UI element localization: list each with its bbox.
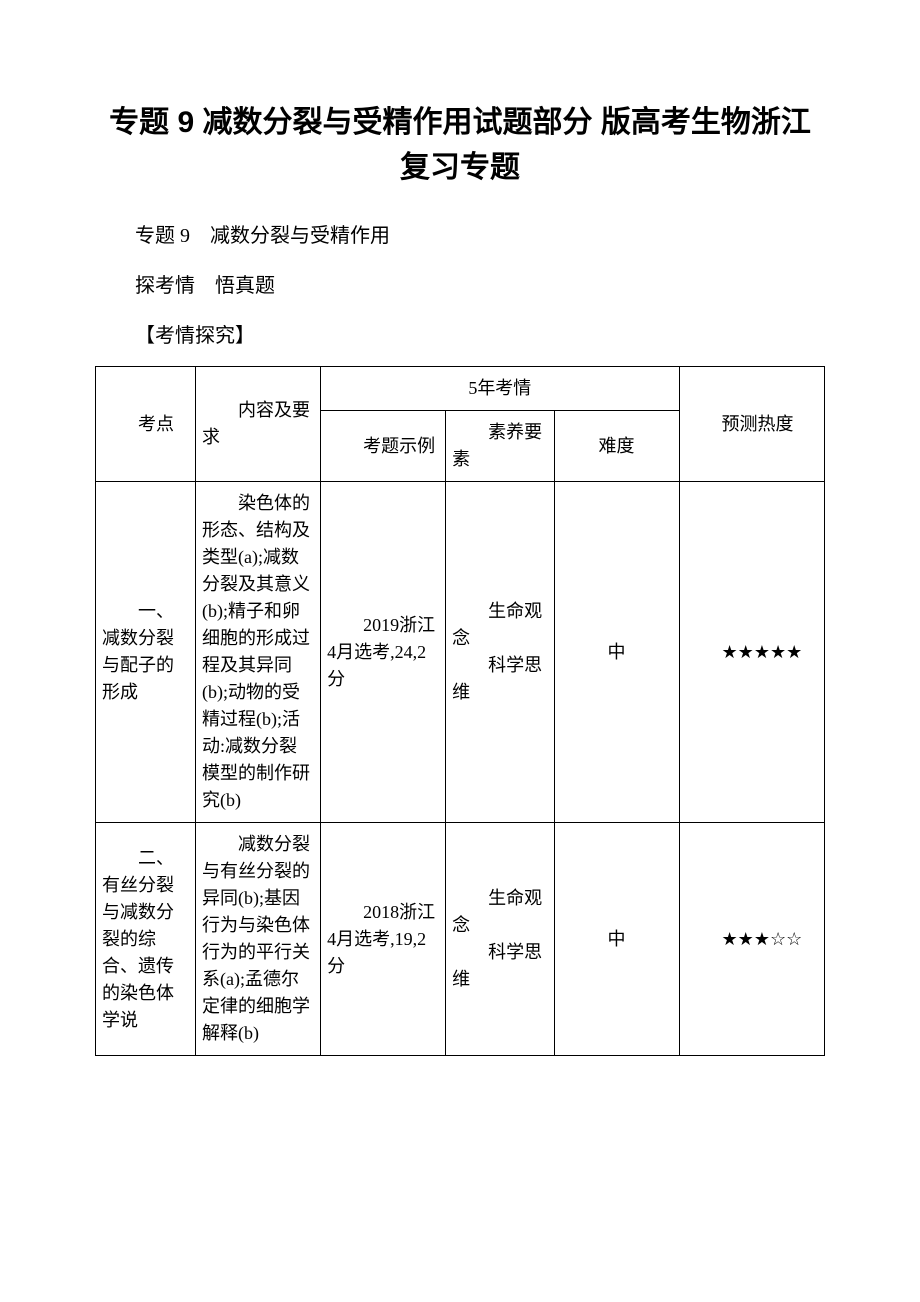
row-heat: ★★★★★ [679, 482, 824, 823]
header-example: 考题示例 [321, 411, 446, 482]
row-topic: 二、有丝分裂与减数分裂的综合、遗传的染色体学说 [96, 823, 196, 1056]
header-topic: 考点 [96, 367, 196, 482]
row-competency: 生命观念 科学思维 [446, 482, 554, 823]
page-title: 专题 9 减数分裂与受精作用试题部分 版高考生物浙江复习专题 [95, 100, 825, 190]
subtitle: 专题 9 减数分裂与受精作用 [95, 220, 825, 252]
competency-line1: 生命观念 [452, 598, 547, 652]
row-content: 染色体的形态、结构及类型(a);减数分裂及其意义(b);精子和卵细胞的形成过程及… [196, 482, 321, 823]
header-content: 内容及要求 [196, 367, 321, 482]
section-heading: 探考情 悟真题 [95, 270, 825, 302]
table-row: 一、减数分裂与配子的形成 染色体的形态、结构及类型(a);减数分裂及其意义(b)… [96, 482, 825, 823]
row-difficulty: 中 [554, 482, 679, 823]
competency-line2: 科学思维 [452, 652, 547, 706]
row-competency: 生命观念 科学思维 [446, 823, 554, 1056]
row-example: 2018浙江4月选考,19,2分 [321, 823, 446, 1056]
row-difficulty: 中 [554, 823, 679, 1056]
header-difficulty: 难度 [554, 411, 679, 482]
bracket-heading: 【考情探究】 [95, 320, 825, 352]
table-row: 二、有丝分裂与减数分裂的综合、遗传的染色体学说 减数分裂与有丝分裂的异同(b);… [96, 823, 825, 1056]
row-example: 2019浙江4月选考,24,2分 [321, 482, 446, 823]
row-topic: 一、减数分裂与配子的形成 [96, 482, 196, 823]
row-heat: ★★★☆☆ [679, 823, 824, 1056]
table-header-row-1: 考点 内容及要求 5年考情 预测热度 [96, 367, 825, 411]
header-heat: 预测热度 [679, 367, 824, 482]
competency-line2: 科学思维 [452, 939, 547, 993]
header-competency: 素养要素 [446, 411, 554, 482]
row-content: 减数分裂与有丝分裂的异同(b);基因行为与染色体行为的平行关系(a);孟德尔定律… [196, 823, 321, 1056]
exam-info-table: 考点 内容及要求 5年考情 预测热度 考题示例 素养要素 难度 一、减数分裂与配… [95, 366, 825, 1056]
competency-line1: 生命观念 [452, 885, 547, 939]
header-exam-info: 5年考情 [321, 367, 679, 411]
